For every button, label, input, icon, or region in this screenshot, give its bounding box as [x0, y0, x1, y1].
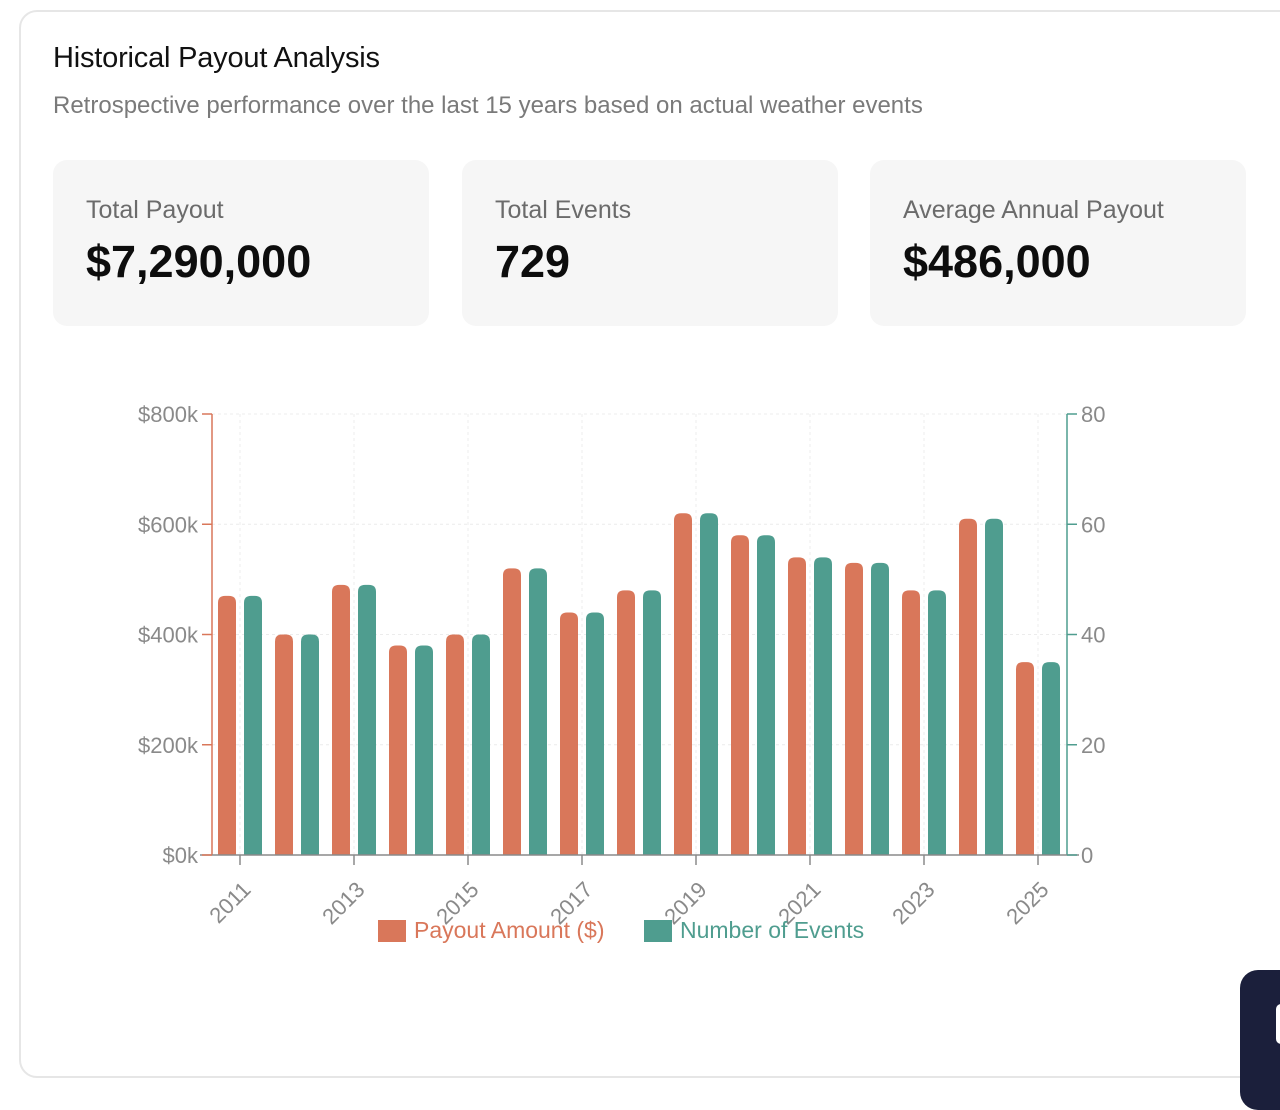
legend-label-events: Number of Events [680, 917, 864, 943]
bar-events-2011 [244, 595, 262, 855]
bar-events-2025 [1042, 662, 1060, 855]
x-tick-label: 2011 [204, 877, 255, 928]
bar-events-2020 [757, 535, 775, 855]
stat-label: Average Annual Payout [903, 196, 1164, 224]
bar-payout-2017 [560, 612, 578, 855]
left-tick-label: $0k [163, 843, 199, 868]
bar-payout-2013 [332, 584, 350, 855]
card-title: Historical Payout Analysis [53, 42, 380, 74]
stat-label: Total Payout [86, 196, 224, 224]
bar-payout-2011 [218, 595, 236, 855]
bar-payout-2023 [902, 590, 920, 855]
bar-payout-2018 [617, 590, 635, 855]
legend-swatch-payout [378, 920, 406, 942]
stat-value: $7,290,000 [86, 236, 312, 287]
bar-events-2016 [529, 568, 547, 855]
right-tick-label: 60 [1081, 512, 1105, 537]
bar-payout-2012 [275, 634, 293, 855]
bar-payout-2022 [845, 562, 863, 855]
bar-payout-2021 [788, 557, 806, 855]
chat-icon [1276, 1004, 1280, 1044]
bar-events-2022 [871, 562, 889, 855]
bar-payout-2014 [389, 645, 407, 855]
bar-payout-2024 [959, 518, 977, 855]
bar-events-2012 [301, 634, 319, 855]
bar-events-2018 [643, 590, 661, 855]
bar-payout-2025 [1016, 662, 1034, 855]
left-tick-label: $800k [138, 402, 199, 427]
right-tick-label: 40 [1081, 623, 1105, 648]
x-tick-label: 2023 [887, 877, 939, 929]
bar-events-2024 [985, 518, 1003, 855]
stat-label: Total Events [495, 196, 632, 224]
bar-events-2015 [472, 634, 490, 855]
legend-label-payout: Payout Amount ($) [414, 917, 605, 943]
bar-payout-2016 [503, 568, 521, 855]
bar-payout-2020 [731, 535, 749, 855]
left-tick-label: $400k [138, 623, 199, 648]
stat-total-payout: Total Payout $7,290,000 [53, 160, 429, 326]
card-subtitle: Retrospective performance over the last … [53, 92, 923, 119]
stat-average-annual-payout: Average Annual Payout $486,000 [870, 160, 1246, 326]
stat-value: $486,000 [903, 236, 1091, 287]
bar-events-2013 [358, 584, 376, 855]
left-tick-label: $600k [138, 512, 199, 537]
chat-launcher-button[interactable] [1240, 970, 1280, 1110]
x-tick-label: 2013 [317, 877, 369, 929]
bar-events-2023 [928, 590, 946, 855]
stat-total-events: Total Events 729 [462, 160, 838, 326]
right-tick-label: 80 [1081, 402, 1105, 427]
right-tick-label: 0 [1081, 843, 1093, 868]
bar-events-2014 [415, 645, 433, 855]
stat-value: 729 [495, 236, 571, 287]
legend-swatch-events [644, 920, 672, 942]
left-tick-label: $200k [138, 733, 199, 758]
bar-payout-2015 [446, 634, 464, 855]
bar-events-2017 [586, 612, 604, 855]
right-tick-label: 20 [1081, 733, 1105, 758]
x-tick-label: 2025 [1001, 877, 1053, 929]
bar-events-2019 [700, 513, 718, 855]
bar-payout-2019 [674, 513, 692, 855]
bar-events-2021 [814, 557, 832, 855]
